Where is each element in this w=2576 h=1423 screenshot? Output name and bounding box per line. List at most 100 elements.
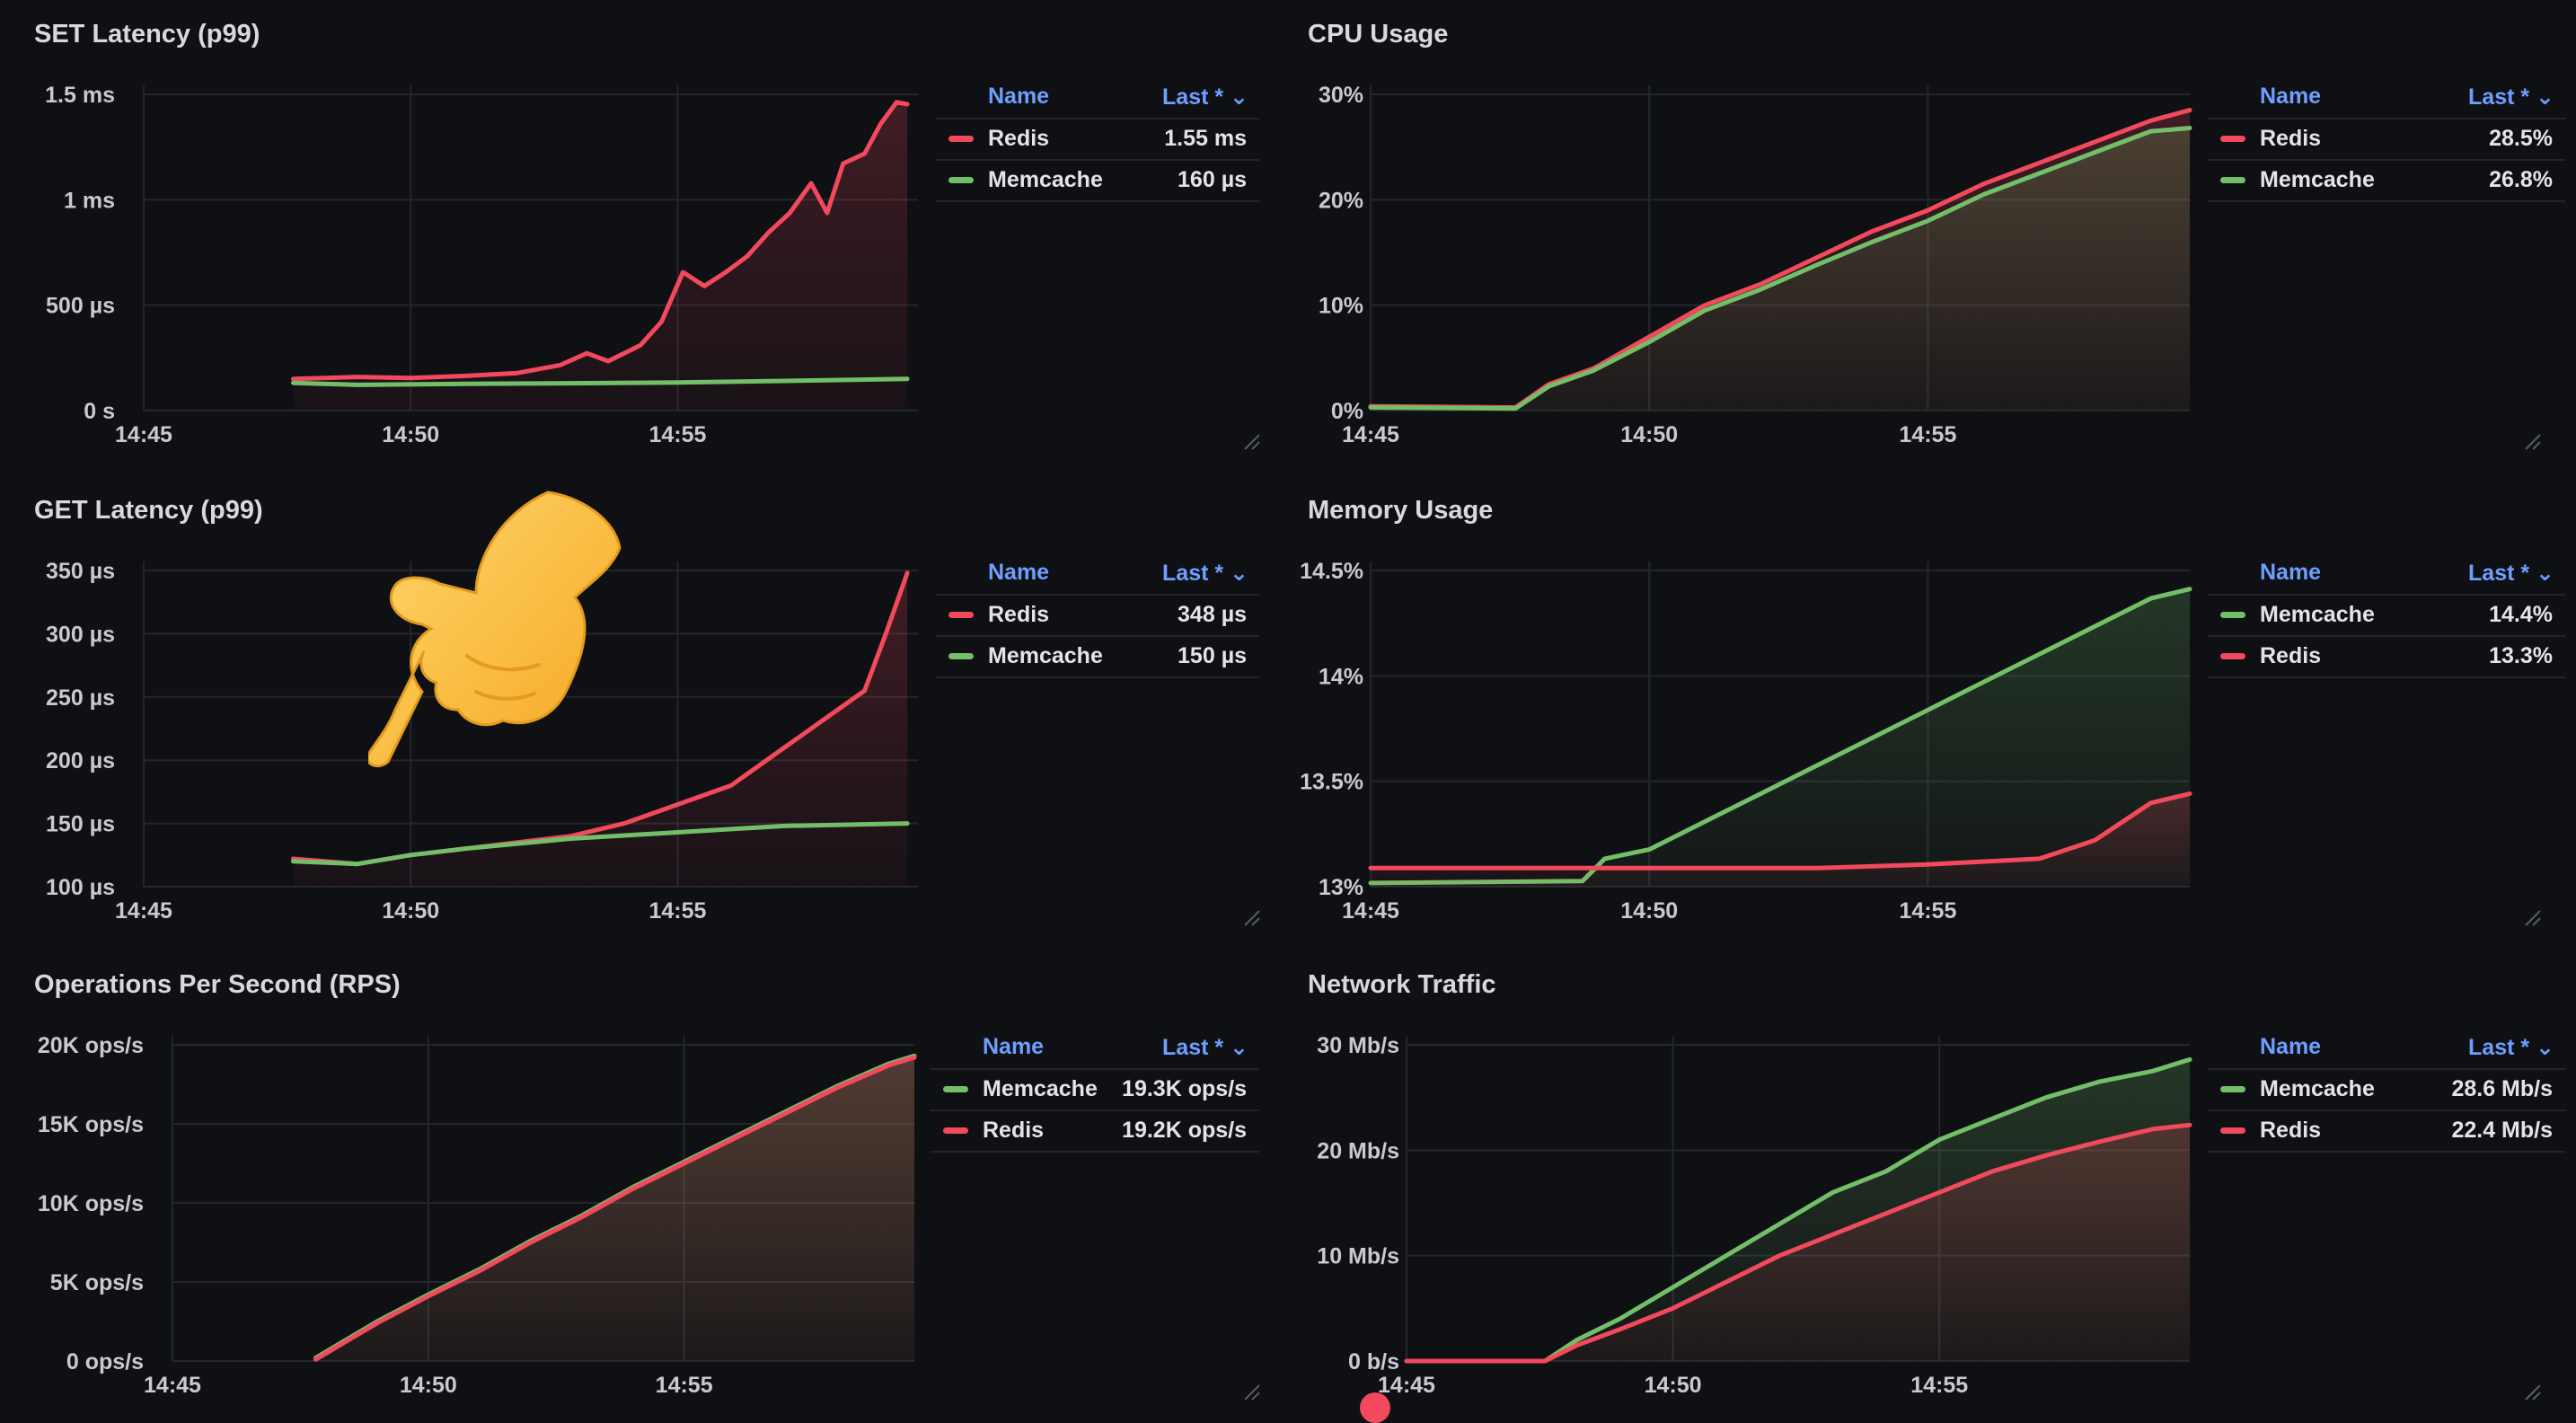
legend-swatch xyxy=(2220,653,2245,659)
x-tick-label: 14:55 xyxy=(649,422,707,447)
series-area-memcache xyxy=(1371,588,2190,887)
legend-sort-name[interactable]: Name xyxy=(2260,560,2322,585)
y-tick-label: 20% xyxy=(1319,188,1363,213)
panel-cpu-usage[interactable]: CPU Usage 30% 20% 10% 0% 14:45 14:50 14:55 Name L… xyxy=(1274,0,2565,467)
legend-last-value: 14.4% xyxy=(2489,602,2553,627)
legend-last-value: 19.3K ops/s xyxy=(1122,1076,1247,1101)
panel-operations-per-second-rps[interactable]: Operations Per Second (RPS) 20K ops/s 15K … xyxy=(0,950,1286,1418)
legend-last-value: 28.5% xyxy=(2489,126,2553,151)
panel-title[interactable]: SET Latency (p99) xyxy=(34,20,260,49)
panel-title[interactable]: GET Latency (p99) xyxy=(34,496,263,525)
legend-header: Name Last * ⌄ xyxy=(936,552,1259,596)
legend-row-redis[interactable]: Redis 19.2K ops/s xyxy=(931,1109,1259,1153)
legend-row-memcache[interactable]: Memcache 150 µs xyxy=(936,635,1259,678)
y-tick-label: 15K ops/s xyxy=(38,1112,144,1137)
legend-sort-name[interactable]: Name xyxy=(983,1034,1045,1059)
legend-row-memcache[interactable]: Memcache 26.8% xyxy=(2208,159,2565,202)
chart[interactable]: 350 µs 300 µs 250 µs 200 µs 150 µs 100 µs14:4… xyxy=(0,476,1286,943)
legend-sort-last[interactable]: Last * ⌄ xyxy=(2468,84,2554,110)
legend-row-memcache[interactable]: Memcache 28.6 Mb/s xyxy=(2208,1068,2565,1111)
legend-sort-last[interactable]: Last * ⌄ xyxy=(2468,1035,2554,1060)
legend-table: Name Last * ⌄ Memcache 28.6 Mb/s Redis 22.4 M… xyxy=(2208,1027,2565,1153)
legend-sort-name[interactable]: Name xyxy=(2260,84,2322,109)
resize-handle-icon[interactable] xyxy=(1244,910,1260,926)
x-tick-label: 14:50 xyxy=(400,1373,457,1398)
legend-row-redis[interactable]: Redis 348 µs xyxy=(936,594,1259,637)
x-tick-label: 14:50 xyxy=(1620,422,1678,447)
legend-last-value: 348 µs xyxy=(1178,602,1247,627)
series-line-memcache[interactable] xyxy=(291,376,910,387)
series-line-memcache[interactable] xyxy=(1404,1056,2192,1364)
legend-table: Name Last * ⌄ Redis 1.55 ms Memcache 160 µs xyxy=(936,76,1259,202)
y-tick-label: 500 µs xyxy=(46,294,115,319)
x-tick-label: 14:55 xyxy=(1899,422,1956,447)
legend-table: Name Last * ⌄ Memcache 14.4% Redis 13.3% xyxy=(2208,552,2565,678)
series-line-redis[interactable] xyxy=(313,1055,917,1362)
legend-series-name: Redis xyxy=(2260,643,2322,668)
y-tick-label: 300 µs xyxy=(46,622,115,647)
legend-sort-name[interactable]: Name xyxy=(988,560,1050,585)
series-area-redis xyxy=(1407,1125,2190,1361)
series-area-redis xyxy=(315,1057,914,1361)
y-tick-label: 10% xyxy=(1319,294,1363,319)
chart[interactable]: 30% 20% 10% 0%14:45 14:50 14:55 xyxy=(1274,0,2560,467)
y-tick-label: 5K ops/s xyxy=(50,1270,144,1295)
legend-row-redis[interactable]: Redis 28.5% xyxy=(2208,118,2565,161)
chart[interactable]: 14.5% 14% 13.5% 13%14:45 14:50 14:55 xyxy=(1274,476,2560,943)
panel-title[interactable]: Memory Usage xyxy=(1308,496,1494,525)
legend-sort-last[interactable]: Last * ⌄ xyxy=(1162,561,1248,586)
legend-header: Name Last * ⌄ xyxy=(2208,552,2565,596)
resize-handle-icon[interactable] xyxy=(1244,1384,1260,1401)
y-tick-label: 13.5% xyxy=(1300,770,1363,795)
x-tick-label: 14:55 xyxy=(1910,1373,1968,1398)
legend-row-memcache[interactable]: Memcache 19.3K ops/s xyxy=(931,1068,1259,1111)
legend-row-redis[interactable]: Redis 1.55 ms xyxy=(936,118,1259,161)
legend-sort-name[interactable]: Name xyxy=(988,84,1050,109)
legend-row-memcache[interactable]: Memcache 14.4% xyxy=(2208,594,2565,637)
series-line-redis[interactable] xyxy=(1368,791,2192,871)
chart[interactable]: 1.5 ms 1 ms 500 µs 0 s14:45 14:50 14:55 xyxy=(0,0,1286,467)
series-line-memcache[interactable] xyxy=(1368,126,2192,411)
legend-table: Name Last * ⌄ Redis 28.5% Memcache 26.8% xyxy=(2208,76,2565,202)
legend-row-memcache[interactable]: Memcache 160 µs xyxy=(936,159,1259,202)
legend-last-value: 160 µs xyxy=(1178,167,1247,192)
legend-sort-last[interactable]: Last * ⌄ xyxy=(2468,561,2554,586)
resize-handle-icon[interactable] xyxy=(2525,910,2541,926)
x-tick-label: 14:45 xyxy=(1342,422,1399,447)
legend-sort-last[interactable]: Last * ⌄ xyxy=(1162,84,1248,110)
chart[interactable]: 30 Mb/s 20 Mb/s 10 Mb/s 0 b/s14:45 14:50 14:5… xyxy=(1274,950,2560,1418)
panel-title[interactable]: CPU Usage xyxy=(1308,20,1449,49)
legend-swatch xyxy=(2220,1127,2245,1134)
legend-swatch xyxy=(943,1127,968,1134)
panel-title[interactable]: Operations Per Second (RPS) xyxy=(34,970,401,999)
pointing-hand-icon xyxy=(366,485,629,782)
x-tick-label: 14:45 xyxy=(144,1373,201,1398)
legend-row-redis[interactable]: Redis 13.3% xyxy=(2208,635,2565,678)
panel-get-latency-p99[interactable]: GET Latency (p99) 350 µs 300 µs 250 µs 200 µ… xyxy=(0,476,1286,943)
x-tick-label: 14:45 xyxy=(115,422,172,447)
legend-row-redis[interactable]: Redis 22.4 Mb/s xyxy=(2208,1109,2565,1153)
legend-sort-last[interactable]: Last * ⌄ xyxy=(1162,1035,1248,1060)
legend-last-value: 22.4 Mb/s xyxy=(2451,1118,2553,1143)
y-tick-label: 13% xyxy=(1319,875,1363,900)
series-line-memcache[interactable] xyxy=(291,821,910,867)
series-line-redis[interactable] xyxy=(1404,1122,2192,1364)
resize-handle-icon[interactable] xyxy=(1244,434,1260,450)
legend-header: Name Last * ⌄ xyxy=(936,76,1259,119)
legend-sort-name[interactable]: Name xyxy=(2260,1034,2322,1059)
legend-swatch xyxy=(948,177,974,183)
y-tick-label: 150 µs xyxy=(46,812,115,837)
resize-handle-icon[interactable] xyxy=(2525,434,2541,450)
panel-title[interactable]: Network Traffic xyxy=(1308,970,1496,999)
panel-memory-usage[interactable]: Memory Usage 14.5% 14% 13.5% 13% 14:45 14:50 14… xyxy=(1274,476,2565,943)
legend-series-name: Memcache xyxy=(2260,1076,2375,1101)
panel-set-latency-p99[interactable]: SET Latency (p99) 1.5 ms 1 ms 500 µs 0 s 14:4… xyxy=(0,0,1286,467)
panel-network-traffic[interactable]: Network Traffic 30 Mb/s 20 Mb/s 10 Mb/s 0 b/… xyxy=(1274,950,2565,1418)
legend-series-name: Redis xyxy=(2260,126,2322,151)
chart[interactable]: 20K ops/s 15K ops/s 10K ops/s 5K ops/s 0 ops… xyxy=(0,950,1286,1418)
series-line-memcache[interactable] xyxy=(1368,587,2192,886)
series-line-redis[interactable] xyxy=(291,100,910,382)
legend-swatch xyxy=(2220,177,2245,183)
legend-last-value: 13.3% xyxy=(2489,643,2553,668)
resize-handle-icon[interactable] xyxy=(2525,1384,2541,1401)
